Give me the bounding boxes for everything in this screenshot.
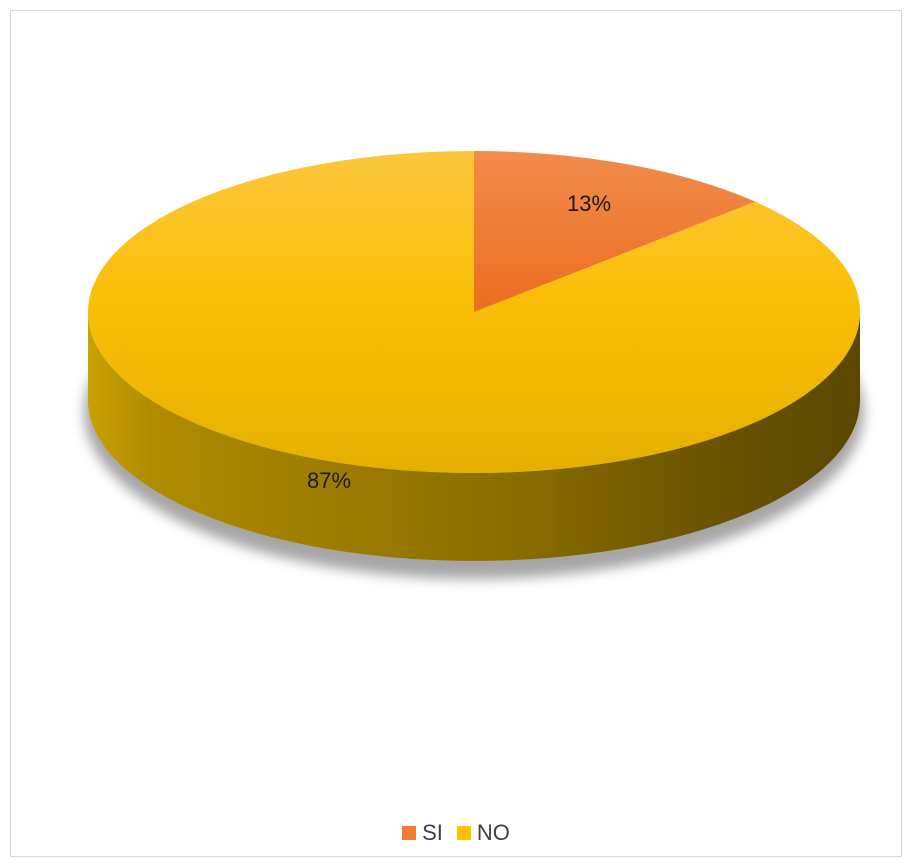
legend-item-no: NO — [456, 820, 510, 846]
pie-chart: 13% 87% — [84, 151, 864, 579]
legend-swatch-no — [456, 826, 471, 840]
legend-label-no: NO — [476, 820, 510, 845]
data-label-si: 13% — [567, 191, 611, 216]
pie-side-no — [88, 312, 860, 561]
pie-slice-no — [87, 151, 860, 474]
legend-item-si: SI — [402, 820, 443, 846]
pie-slice-si — [474, 151, 756, 312]
legend-label-si: SI — [422, 820, 443, 845]
legend-swatch-si — [402, 826, 417, 840]
legend: SI NO — [11, 820, 901, 846]
chart-area: 13% 87% SI NO — [10, 10, 902, 857]
data-label-no: 87% — [307, 468, 351, 493]
